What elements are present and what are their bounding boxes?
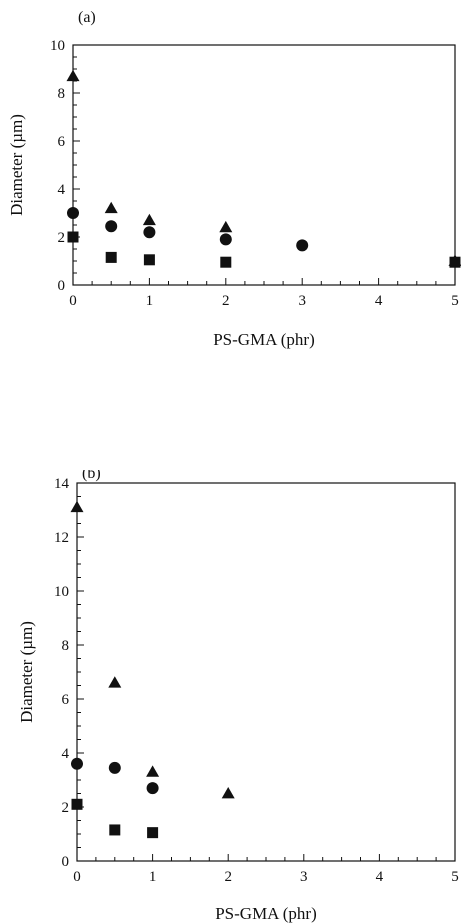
y-tick-label: 2 [58,230,66,246]
x-axis-label: PS-GMA (phr) [213,330,315,349]
triangle-marker [142,213,156,226]
y-tick-label: 6 [62,692,70,708]
circle-marker [296,239,309,252]
y-axis-label: Diameter (µm) [17,621,36,723]
triangle-marker [108,676,122,688]
y-tick-label: 14 [54,476,70,492]
circle-marker [146,782,159,795]
x-tick-label: 4 [375,293,383,309]
triangle-marker [219,220,233,233]
y-tick-label: 10 [50,38,65,54]
x-tick-label: 2 [222,293,230,309]
panel-label: (b) [82,470,101,482]
y-tick-label: 6 [58,134,66,150]
square-marker [220,256,232,268]
chart-panel-a: 0 2 4 6 8 10 0 1 2 3 4 5 (a) PS-GMA (phr) Diameter (µm… [7,9,461,349]
circle-marker [67,207,79,219]
square-marker [109,824,121,836]
plot-frame [72,44,456,286]
circle-marker [219,233,232,246]
triangle-marker [66,69,80,82]
circle-marker [143,226,156,239]
square-marker [67,231,79,243]
triangle-marker [104,201,118,214]
chart-a-svg: 0 2 4 6 8 10 0 1 2 3 4 5 (a) PS-GMA (phr) Diameter (µm… [7,9,461,349]
y-tick-label: 2 [62,800,70,816]
y-tick-label: 8 [58,86,66,102]
panel-label: (a) [78,9,96,26]
y-axis-label: Diameter (µm) [7,114,26,216]
y-tick-label: 0 [58,278,66,294]
triangle-marker [70,500,84,513]
x-tick-label: 2 [224,869,232,885]
x-tick-label: 5 [451,293,459,309]
y-tick-label: 0 [62,854,70,870]
x-tick-label: 4 [376,869,384,885]
circle-marker [71,757,83,770]
square-marker [143,254,155,266]
x-axis-label: PS-GMA (phr) [215,904,317,923]
square-marker [449,256,461,268]
square-marker [71,798,83,810]
x-tick-label: 1 [146,293,154,309]
chart-panel-b: 0 2 4 6 8 10 12 14 0 1 2 3 4 5 (b) PS-GMA (phr) Diameter… [0,470,461,924]
square-marker [105,251,117,263]
x-tick-label: 1 [149,869,157,885]
plot-frame [76,482,456,862]
y-tick-label: 10 [54,584,69,600]
x-tick-label: 3 [300,869,308,885]
x-tick-label: 3 [298,293,306,309]
triangle-marker [221,787,235,799]
x-tick-label: 5 [451,869,459,885]
y-tick-label: 12 [54,530,69,546]
x-tick-label: 0 [73,869,81,885]
circle-marker [105,220,118,233]
circle-marker [108,761,121,774]
square-marker [147,827,159,839]
y-tick-label: 4 [62,746,70,762]
y-tick-label: 4 [58,182,66,198]
x-tick-label: 0 [69,293,77,309]
triangle-marker [146,765,160,777]
y-tick-label: 8 [62,638,70,654]
